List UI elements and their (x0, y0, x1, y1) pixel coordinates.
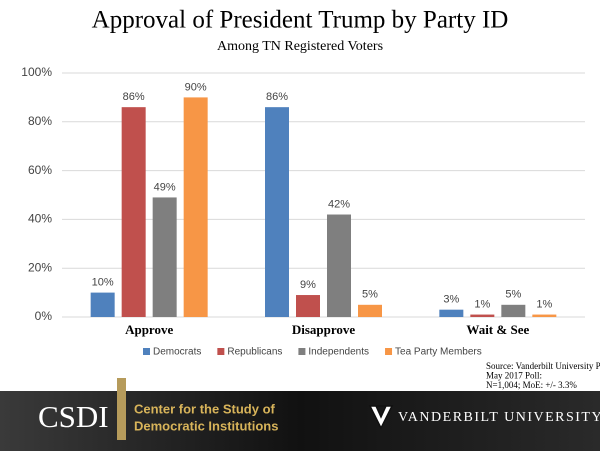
data-label: 5% (505, 289, 521, 301)
bar (296, 295, 320, 317)
bar (90, 292, 115, 317)
data-label: 5% (362, 289, 378, 301)
bar (327, 214, 351, 317)
data-label: 42% (328, 198, 350, 210)
data-label: 3% (443, 294, 459, 306)
data-label: 90% (185, 81, 207, 93)
data-label: 9% (300, 279, 316, 291)
source-line: May 2017 Poll: (486, 371, 542, 381)
bar (183, 97, 208, 318)
legend-label: Independents (308, 347, 369, 358)
y-tick-label: 20% (28, 260, 52, 274)
x-tick-label: Wait & See (466, 322, 529, 337)
y-tick-label: 60% (28, 163, 52, 177)
bar (358, 304, 382, 317)
footer-university: VANDERBILT UNIVERSITY (398, 410, 600, 425)
y-tick-label: 100% (21, 65, 52, 79)
legend-swatch (143, 348, 150, 355)
y-tick-label: 0% (35, 309, 53, 323)
y-tick-label: 80% (28, 114, 52, 128)
vanderbilt-logo (368, 405, 394, 430)
legend-swatch (385, 348, 393, 355)
data-label: 86% (123, 91, 145, 103)
data-label: 10% (92, 277, 114, 289)
bar (439, 309, 464, 317)
legend-swatch (298, 348, 306, 355)
data-label: 1% (536, 298, 552, 310)
chart-subtitle: Among TN Registered Voters (217, 39, 383, 54)
bar (265, 107, 289, 317)
logo-divider (117, 378, 126, 440)
legend-label: Democrats (153, 347, 201, 358)
bar (121, 107, 146, 317)
source-line: Source: Vanderbilt University Polls (486, 361, 600, 371)
bar (532, 314, 557, 317)
data-label: 49% (154, 181, 176, 193)
data-label: 1% (474, 298, 490, 310)
source-note: Source: Vanderbilt University PollsMay 2… (486, 361, 600, 390)
legend-label: Republicans (227, 347, 282, 358)
footer-logo: CSDI (38, 399, 109, 434)
legend-swatch (217, 348, 225, 355)
legend-label: Tea Party Members (395, 347, 482, 358)
source-line: N=1,004; MoE: +/- 3.3% (486, 380, 577, 390)
y-tick-label: 40% (28, 212, 52, 226)
x-tick-label: Disapprove (292, 322, 356, 337)
data-label: 86% (266, 91, 288, 103)
footer-center: Democratic Institutions (134, 418, 278, 433)
footer-center: Center for the Study of (134, 401, 276, 416)
bar (501, 304, 526, 317)
bar (152, 197, 177, 317)
bar (470, 314, 495, 317)
x-tick-label: Approve (125, 322, 173, 337)
chart-title: Approval of President Trump by Party ID (92, 7, 509, 34)
footer-bar (0, 391, 600, 451)
